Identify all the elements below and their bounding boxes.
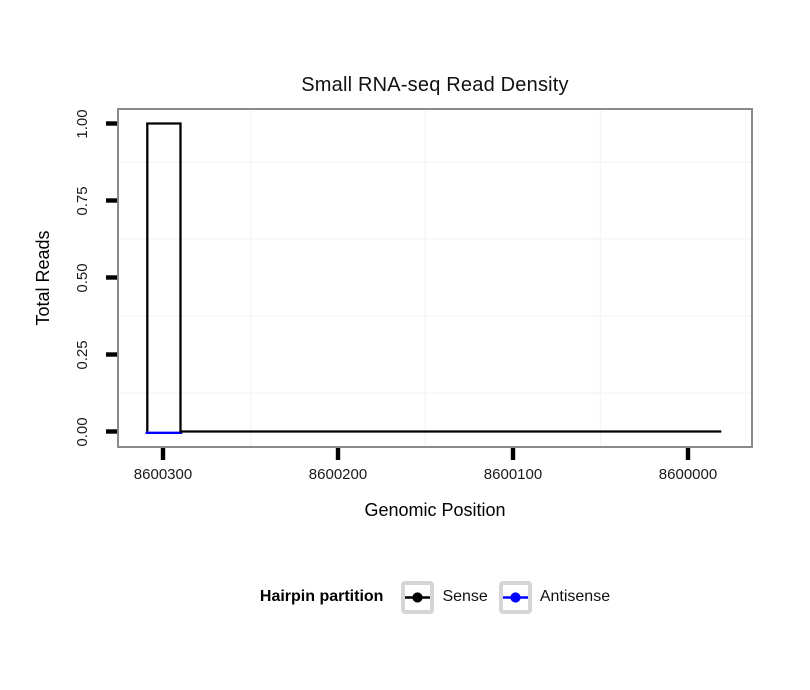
x-axis-title: Genomic Position: [364, 500, 506, 520]
antisense-line-icon: [502, 591, 528, 603]
x-tick-label: 8600200: [308, 466, 368, 483]
legend-key-sense[interactable]: [401, 580, 435, 614]
sense-line-icon: [405, 591, 431, 603]
x-tick-label: 8600000: [658, 466, 718, 483]
y-tick-label: 1.00: [74, 108, 91, 139]
y-tick-label: 0.25: [74, 339, 91, 370]
plot-panel: [117, 108, 753, 448]
x-tick-label: 8600300: [133, 466, 193, 483]
legend-title: Hairpin partition: [259, 588, 384, 605]
legend: Hairpin partition Sense Antisense: [117, 579, 753, 615]
legend-label-antisense: Antisense: [539, 588, 611, 605]
y-tick-label: 0.50: [74, 262, 91, 293]
legend-label-sense: Sense: [442, 588, 488, 605]
y-tick-label: 0.00: [74, 416, 91, 447]
x-tick-label: 8600100: [483, 466, 543, 483]
y-axis-title: Total Reads: [33, 230, 53, 326]
legend-key-antisense[interactable]: [498, 580, 532, 614]
chart-title: Small RNA-seq Read Density: [301, 74, 569, 96]
y-tick-label: 0.75: [74, 185, 91, 216]
